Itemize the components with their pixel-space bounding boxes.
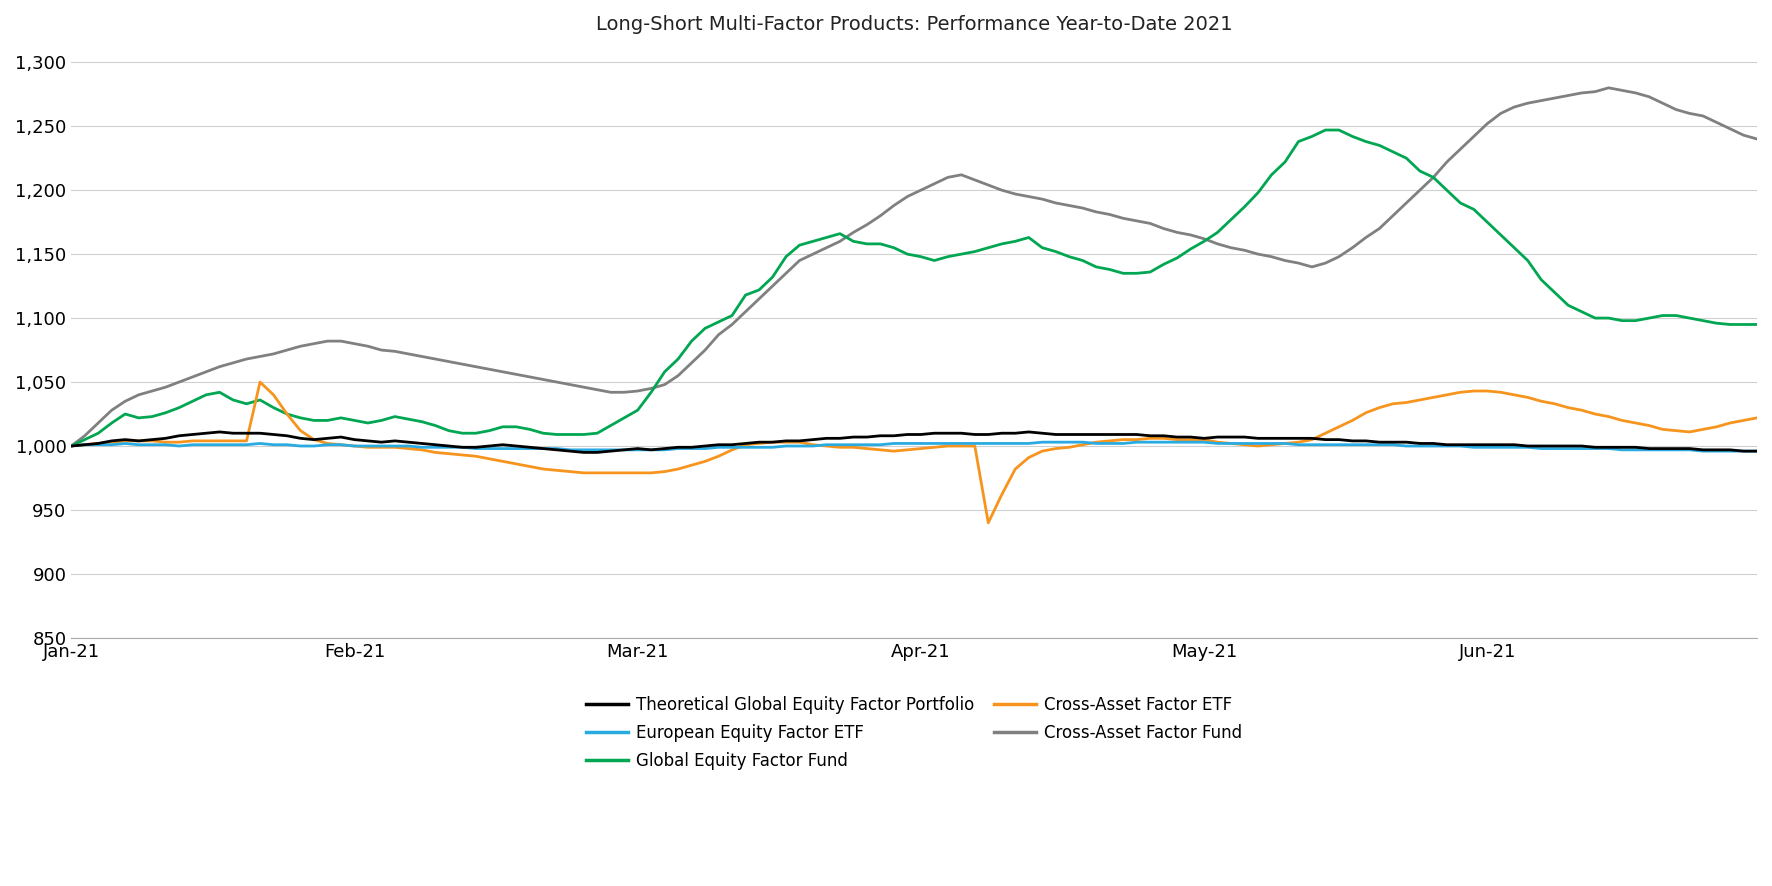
Title: Long-Short Multi-Factor Products: Performance Year-to-Date 2021: Long-Short Multi-Factor Products: Perfor… — [595, 15, 1233, 34]
Legend: Theoretical Global Equity Factor Portfolio, European Equity Factor ETF, Global E: Theoretical Global Equity Factor Portfol… — [579, 689, 1249, 777]
